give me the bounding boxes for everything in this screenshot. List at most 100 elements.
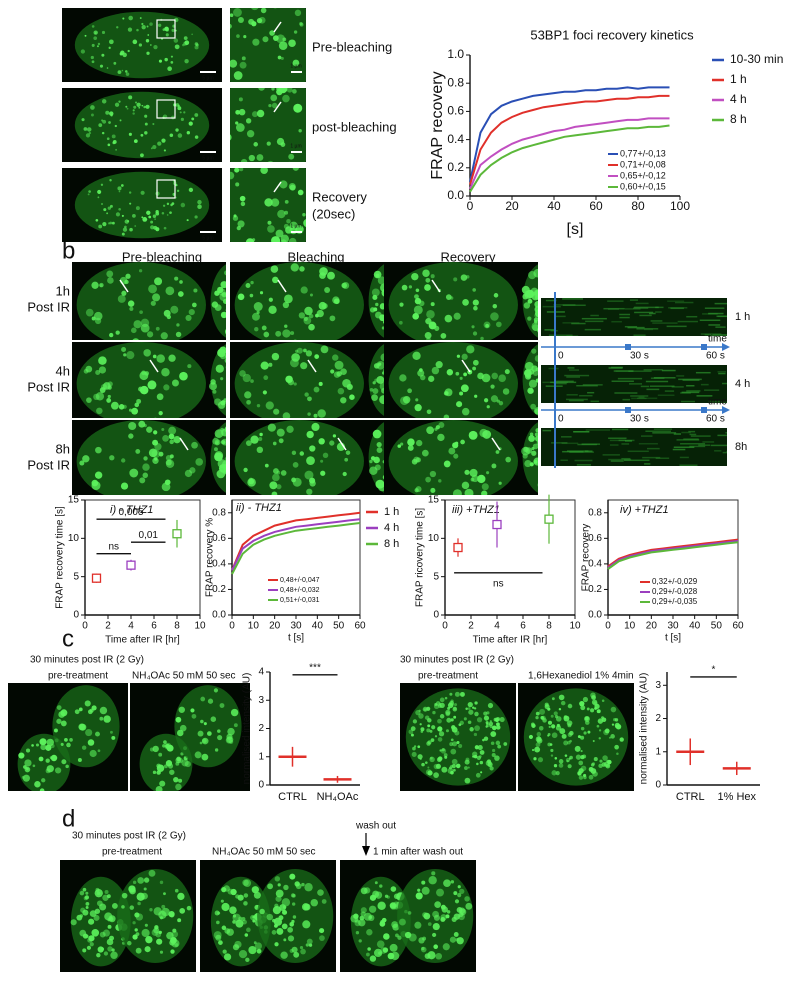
kymograph-texture: [607, 300, 624, 302]
focus-spot: [550, 714, 554, 718]
focus-spot: [150, 220, 154, 224]
focus-spot: [398, 918, 406, 926]
focus-spot: [299, 266, 305, 272]
focus-spot: [371, 288, 380, 297]
focus-spot: [430, 302, 435, 307]
focus-spot: [224, 328, 226, 335]
kymograph-texture: [676, 375, 685, 377]
focus-spot: [418, 709, 421, 712]
focus-spot: [138, 386, 144, 392]
focus-spot: [337, 387, 345, 395]
kymograph-texture: [638, 442, 658, 445]
x-tick-label: 4: [128, 621, 134, 632]
fit-label: 0,48+/-0,047: [280, 577, 320, 584]
microscopy-image: [62, 88, 222, 162]
image-label: pre-treatment: [102, 847, 162, 858]
focus-spot: [126, 107, 129, 110]
focus-spot: [143, 887, 147, 891]
focus-spot: [179, 371, 188, 381]
focus-spot: [539, 475, 545, 481]
focus-spot: [138, 106, 141, 109]
focus-spot: [447, 767, 454, 774]
kymograph-texture: [566, 394, 578, 396]
kymograph-texture: [655, 457, 670, 460]
focus-spot: [302, 920, 311, 929]
significance-label: ns: [493, 578, 504, 589]
kymograph-texture: [715, 326, 726, 328]
focus-spot: [534, 408, 538, 415]
focus-spot: [188, 187, 194, 193]
focus-spot: [221, 902, 230, 912]
focus-spot: [588, 774, 594, 780]
focus-spot: [171, 939, 180, 948]
panel-label: b: [62, 237, 75, 264]
focus-spot: [162, 28, 166, 31]
focus-spot: [163, 384, 170, 391]
focus-spot: [45, 768, 51, 774]
focus-spot: [291, 946, 298, 953]
focus-spot: [435, 425, 440, 430]
kymograph-texture: [556, 465, 575, 466]
focus-spot: [288, 153, 295, 160]
x-tick-label: 8: [546, 621, 552, 632]
focus-spot: [142, 472, 149, 479]
focus-spot: [163, 309, 171, 317]
focus-spot: [158, 930, 162, 935]
focus-spot: [412, 351, 421, 360]
focus-spot: [276, 428, 285, 437]
focus-spot: [386, 895, 390, 899]
image-label: (20sec): [312, 206, 355, 221]
focus-spot: [614, 718, 619, 722]
focus-spot: [203, 722, 207, 726]
focus-spot: [132, 921, 136, 925]
focus-spot: [420, 730, 424, 733]
focus-spot: [97, 749, 101, 753]
focus-spot: [90, 55, 94, 60]
focus-spot: [489, 766, 494, 771]
focus-spot: [108, 121, 111, 124]
focus-spot: [218, 940, 223, 945]
microscopy-image: [518, 683, 634, 791]
kymograph-texture: [614, 392, 638, 394]
focus-spot: [191, 33, 193, 36]
kymograph-texture: [635, 302, 649, 305]
focus-spot: [102, 222, 107, 227]
focus-spot: [278, 0, 285, 4]
focus-spot: [132, 880, 137, 885]
microscopy-image: [340, 860, 476, 972]
focus-spot: [340, 368, 347, 375]
focus-spot: [524, 460, 532, 468]
legend-label: 4 h: [384, 522, 399, 534]
focus-spot: [567, 732, 573, 737]
focus-spot: [302, 213, 306, 217]
kymograph-texture: [566, 450, 589, 452]
focus-spot: [125, 72, 130, 76]
focus-spot: [215, 934, 222, 941]
focus-spot: [177, 291, 184, 297]
focus-spot: [474, 701, 478, 705]
focus-spot: [430, 738, 435, 742]
focus-spot: [143, 456, 148, 461]
focus-spot: [282, 412, 291, 418]
focus-spot: [551, 697, 555, 701]
focus-spot: [492, 303, 498, 309]
microscopy-image: [384, 262, 538, 340]
focus-spot: [284, 200, 289, 204]
kymograph-texture: [542, 305, 561, 308]
chart-title: 53BP1 foci recovery kinetics: [530, 27, 694, 42]
focus-spot: [453, 453, 459, 459]
focus-spot: [449, 692, 453, 696]
focus-spot: [332, 296, 340, 304]
focus-spot: [109, 39, 114, 45]
focus-spot: [152, 745, 159, 753]
x-tick-label: 60: [589, 199, 603, 213]
focus-spot: [144, 122, 148, 126]
focus-spot: [88, 131, 92, 135]
focus-spot: [532, 324, 538, 331]
kymograph-texture: [625, 440, 633, 442]
focus-spot: [224, 270, 226, 276]
focus-spot: [272, 906, 281, 915]
focus-spot: [472, 359, 479, 366]
focus-spot: [561, 733, 567, 739]
focus-spot: [428, 375, 435, 382]
